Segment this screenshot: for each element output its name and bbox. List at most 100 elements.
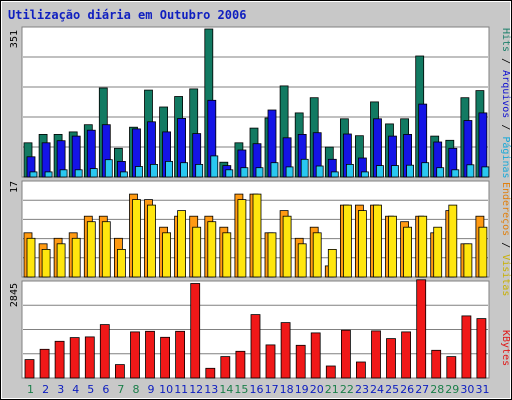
bar-p-ginas-day-12 (195, 163, 204, 178)
bar-visitas-day-25 (388, 215, 397, 278)
bar-p-ginas-day-10 (165, 160, 174, 178)
bar-kbytes-day-19 (295, 344, 306, 379)
bar-p-ginas-day-16 (255, 167, 264, 178)
day-label-5: 5 (87, 383, 94, 396)
bar-visitas-day-6 (101, 221, 111, 278)
bar-visitas-day-19 (297, 243, 307, 278)
day-label-18: 18 (280, 383, 294, 396)
day-label-15: 15 (234, 383, 248, 396)
bar-kbytes-day-20 (310, 332, 321, 379)
bar-visitas-day-4 (71, 237, 81, 278)
bar-kbytes-day-27 (416, 279, 427, 379)
bar-p-ginas-day-23 (360, 171, 369, 178)
bar-kbytes-day-31 (476, 318, 487, 379)
day-label-4: 4 (72, 383, 79, 396)
bar-p-ginas-day-29 (451, 169, 460, 178)
legend-kbytes: KBytes (500, 330, 511, 366)
bar-p-ginas-day-4 (74, 169, 83, 178)
bar-p-ginas-day-30 (466, 164, 475, 178)
day-label-22: 22 (340, 383, 354, 396)
bar-kbytes-day-18 (280, 322, 291, 379)
bar-visitas-day-21 (327, 248, 337, 278)
top-panel-ymax-label: 351 (9, 30, 20, 48)
bar-visitas-day-11 (177, 210, 187, 278)
day-label-31: 31 (476, 383, 490, 396)
day-label-29: 29 (445, 383, 459, 396)
bottom-panel-ymax-label: 2845 (9, 283, 20, 307)
day-label-23: 23 (355, 383, 369, 396)
bar-p-ginas-day-22 (345, 163, 354, 178)
bar-kbytes-day-10 (160, 336, 171, 379)
bar-p-ginas-day-9 (150, 163, 158, 178)
bar-p-ginas-day-28 (436, 167, 445, 178)
bar-visitas-day-26 (403, 226, 413, 278)
bar-kbytes-day-5 (84, 336, 95, 379)
bar-kbytes-day-12 (190, 283, 201, 379)
bar-visitas-day-9 (147, 204, 156, 278)
day-label-25: 25 (385, 383, 399, 396)
bar-kbytes-day-22 (340, 329, 351, 379)
bar-p-ginas-day-21 (330, 171, 339, 178)
day-label-12: 12 (189, 383, 203, 396)
bar-kbytes-day-9 (145, 330, 155, 379)
bar-visitas-day-17 (267, 232, 277, 278)
day-label-10: 10 (159, 383, 173, 396)
day-label-7: 7 (117, 383, 124, 396)
bar-visitas-day-7 (117, 248, 126, 278)
bar-p-ginas-day-18 (285, 166, 294, 178)
bar-p-ginas-day-17 (270, 162, 279, 178)
day-label-16: 16 (250, 383, 264, 396)
bar-kbytes-day-15 (235, 350, 246, 379)
bar-visitas-day-1 (26, 237, 36, 278)
bar-p-ginas-day-20 (315, 165, 324, 178)
bar-kbytes-day-24 (371, 330, 381, 379)
day-label-9: 9 (148, 383, 155, 396)
bar-p-ginas-day-6 (104, 159, 113, 178)
bar-p-ginas-day-27 (421, 162, 430, 178)
bar-kbytes-day-3 (54, 340, 65, 379)
day-label-26: 26 (400, 383, 414, 396)
bar-kbytes-day-26 (401, 331, 412, 379)
day-label-20: 20 (310, 383, 324, 396)
day-label-8: 8 (133, 383, 140, 396)
bar-kbytes-day-7 (115, 364, 125, 379)
bar-p-ginas-day-24 (376, 165, 384, 178)
day-label-30: 30 (460, 383, 474, 396)
bar-kbytes-day-30 (461, 315, 472, 379)
bars (23, 28, 490, 379)
day-label-28: 28 (430, 383, 444, 396)
bar-visitas-day-23 (357, 210, 367, 278)
bar-visitas-day-8 (132, 199, 141, 278)
bar-p-ginas-day-31 (481, 166, 490, 178)
bar-p-ginas-day-19 (300, 158, 309, 178)
legend-visitas: Visitas (500, 254, 511, 296)
bar-kbytes-day-21 (325, 365, 336, 379)
bar-kbytes-day-2 (39, 348, 50, 379)
legend-arquivos: Arquivos (500, 70, 511, 118)
bar-visitas-day-24 (373, 204, 382, 278)
bar-visitas-day-15 (237, 199, 247, 278)
bar-visitas-day-30 (463, 243, 473, 278)
day-label-24: 24 (370, 383, 384, 396)
bar-visitas-day-16 (252, 193, 262, 278)
bar-kbytes-day-23 (355, 361, 366, 379)
day-label-1: 1 (27, 383, 34, 396)
bar-visitas-day-28 (433, 226, 443, 278)
legend-paginas: Páginas (500, 136, 512, 178)
day-label-17: 17 (265, 383, 279, 396)
bar-p-ginas-day-26 (406, 164, 415, 178)
day-label-11: 11 (174, 383, 188, 396)
legend-enderecos: Endereços (500, 182, 511, 236)
bar-kbytes-day-14 (220, 356, 231, 379)
day-label-27: 27 (415, 383, 429, 396)
bar-p-ginas-day-1 (29, 171, 38, 178)
day-label-3: 3 (57, 383, 64, 396)
bar-kbytes-day-8 (130, 331, 140, 379)
bar-visitas-day-29 (448, 204, 458, 278)
bar-p-ginas-day-13 (210, 155, 219, 178)
bar-p-ginas-day-2 (44, 171, 53, 178)
bar-p-ginas-day-3 (59, 169, 68, 178)
day-label-19: 19 (295, 383, 309, 396)
bar-visitas-day-31 (478, 226, 488, 278)
